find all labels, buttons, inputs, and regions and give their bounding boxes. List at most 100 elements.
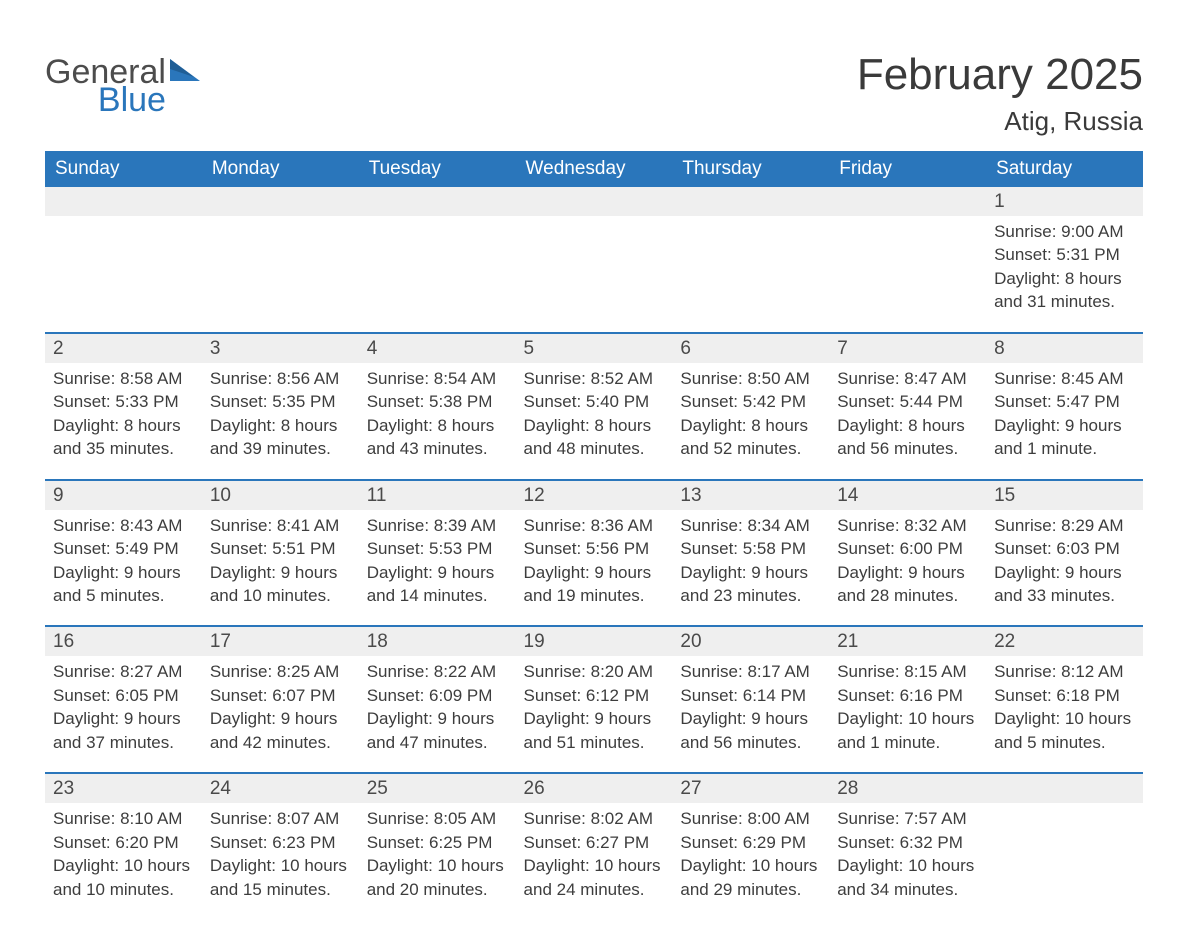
day-number: 5 [516,334,673,363]
logo-text: General Blue [45,55,166,117]
calendar-cell: 2Sunrise: 8:58 AMSunset: 5:33 PMDaylight… [45,333,202,480]
calendar-week: 1Sunrise: 9:00 AMSunset: 5:31 PMDaylight… [45,187,1143,333]
day-number: 12 [516,481,673,510]
calendar-cell: 28Sunrise: 7:57 AMSunset: 6:32 PMDayligh… [829,773,986,919]
calendar-cell: 5Sunrise: 8:52 AMSunset: 5:40 PMDaylight… [516,333,673,480]
daylight-line: Daylight: 9 hours and 37 minutes. [53,707,194,754]
weekday-header: Friday [829,151,986,187]
sunrise-line: Sunrise: 8:07 AM [210,807,351,830]
sunset-line: Sunset: 5:40 PM [524,390,665,413]
day-number [516,187,673,216]
day-number: 2 [45,334,202,363]
day-body: Sunrise: 8:10 AMSunset: 6:20 PMDaylight:… [45,803,202,919]
daylight-line: Daylight: 8 hours and 43 minutes. [367,414,508,461]
day-number: 3 [202,334,359,363]
calendar-cell: 9Sunrise: 8:43 AMSunset: 5:49 PMDaylight… [45,480,202,627]
day-number [986,774,1143,803]
daylight-line: Daylight: 8 hours and 52 minutes. [680,414,821,461]
calendar-cell: 26Sunrise: 8:02 AMSunset: 6:27 PMDayligh… [516,773,673,919]
daylight-line: Daylight: 9 hours and 42 minutes. [210,707,351,754]
sunset-line: Sunset: 5:35 PM [210,390,351,413]
sunrise-line: Sunrise: 8:54 AM [367,367,508,390]
sunrise-line: Sunrise: 9:00 AM [994,220,1135,243]
day-body: Sunrise: 8:52 AMSunset: 5:40 PMDaylight:… [516,363,673,479]
sunset-line: Sunset: 6:09 PM [367,684,508,707]
sunset-line: Sunset: 6:16 PM [837,684,978,707]
daylight-line: Daylight: 9 hours and 1 minute. [994,414,1135,461]
sunrise-line: Sunrise: 8:27 AM [53,660,194,683]
sunrise-line: Sunrise: 8:34 AM [680,514,821,537]
day-body: Sunrise: 7:57 AMSunset: 6:32 PMDaylight:… [829,803,986,919]
day-body: Sunrise: 8:12 AMSunset: 6:18 PMDaylight:… [986,656,1143,772]
sunrise-line: Sunrise: 8:22 AM [367,660,508,683]
day-number: 27 [672,774,829,803]
sunrise-line: Sunrise: 8:25 AM [210,660,351,683]
day-body: Sunrise: 9:00 AMSunset: 5:31 PMDaylight:… [986,216,1143,332]
sunrise-line: Sunrise: 8:36 AM [524,514,665,537]
calendar-cell: 13Sunrise: 8:34 AMSunset: 5:58 PMDayligh… [672,480,829,627]
calendar-week: 23Sunrise: 8:10 AMSunset: 6:20 PMDayligh… [45,773,1143,919]
sunset-line: Sunset: 5:47 PM [994,390,1135,413]
day-number [45,187,202,216]
sunset-line: Sunset: 5:58 PM [680,537,821,560]
sunrise-line: Sunrise: 8:41 AM [210,514,351,537]
sunrise-line: Sunrise: 8:15 AM [837,660,978,683]
day-number: 18 [359,627,516,656]
day-number: 22 [986,627,1143,656]
sunrise-line: Sunrise: 7:57 AM [837,807,978,830]
sunrise-line: Sunrise: 8:50 AM [680,367,821,390]
daylight-line: Daylight: 10 hours and 24 minutes. [524,854,665,901]
sunset-line: Sunset: 6:23 PM [210,831,351,854]
day-body [986,803,1143,903]
calendar-cell: 24Sunrise: 8:07 AMSunset: 6:23 PMDayligh… [202,773,359,919]
daylight-line: Daylight: 9 hours and 23 minutes. [680,561,821,608]
daylight-line: Daylight: 10 hours and 5 minutes. [994,707,1135,754]
sunset-line: Sunset: 6:18 PM [994,684,1135,707]
calendar-week: 9Sunrise: 8:43 AMSunset: 5:49 PMDaylight… [45,480,1143,627]
day-body: Sunrise: 8:47 AMSunset: 5:44 PMDaylight:… [829,363,986,479]
sunrise-line: Sunrise: 8:39 AM [367,514,508,537]
title-block: February 2025 Atig, Russia [857,30,1143,137]
day-body: Sunrise: 8:02 AMSunset: 6:27 PMDaylight:… [516,803,673,919]
calendar-cell: 18Sunrise: 8:22 AMSunset: 6:09 PMDayligh… [359,626,516,773]
calendar-cell [359,187,516,333]
calendar-cell: 10Sunrise: 8:41 AMSunset: 5:51 PMDayligh… [202,480,359,627]
day-body: Sunrise: 8:27 AMSunset: 6:05 PMDaylight:… [45,656,202,772]
daylight-line: Daylight: 8 hours and 39 minutes. [210,414,351,461]
sunset-line: Sunset: 6:29 PM [680,831,821,854]
sunset-line: Sunset: 6:27 PM [524,831,665,854]
sunrise-line: Sunrise: 8:58 AM [53,367,194,390]
daylight-line: Daylight: 9 hours and 56 minutes. [680,707,821,754]
day-body [45,216,202,316]
day-number: 7 [829,334,986,363]
day-number: 1 [986,187,1143,216]
day-number: 10 [202,481,359,510]
day-number: 26 [516,774,673,803]
day-number: 11 [359,481,516,510]
header: General Blue February 2025 Atig, Russia [45,30,1143,137]
calendar-table: SundayMondayTuesdayWednesdayThursdayFrid… [45,151,1143,919]
day-body: Sunrise: 8:22 AMSunset: 6:09 PMDaylight:… [359,656,516,772]
sunset-line: Sunset: 5:33 PM [53,390,194,413]
day-body: Sunrise: 8:36 AMSunset: 5:56 PMDaylight:… [516,510,673,626]
day-body: Sunrise: 8:41 AMSunset: 5:51 PMDaylight:… [202,510,359,626]
weekday-header: Saturday [986,151,1143,187]
location: Atig, Russia [857,106,1143,137]
day-body: Sunrise: 8:56 AMSunset: 5:35 PMDaylight:… [202,363,359,479]
daylight-line: Daylight: 9 hours and 14 minutes. [367,561,508,608]
weekday-header: Thursday [672,151,829,187]
sunset-line: Sunset: 5:38 PM [367,390,508,413]
day-body: Sunrise: 8:50 AMSunset: 5:42 PMDaylight:… [672,363,829,479]
day-number [829,187,986,216]
daylight-line: Daylight: 10 hours and 15 minutes. [210,854,351,901]
day-body: Sunrise: 8:29 AMSunset: 6:03 PMDaylight:… [986,510,1143,626]
calendar-cell: 6Sunrise: 8:50 AMSunset: 5:42 PMDaylight… [672,333,829,480]
day-number [672,187,829,216]
calendar-cell: 1Sunrise: 9:00 AMSunset: 5:31 PMDaylight… [986,187,1143,333]
calendar-cell: 8Sunrise: 8:45 AMSunset: 5:47 PMDaylight… [986,333,1143,480]
day-body [672,216,829,316]
sunrise-line: Sunrise: 8:20 AM [524,660,665,683]
calendar-cell: 22Sunrise: 8:12 AMSunset: 6:18 PMDayligh… [986,626,1143,773]
day-number: 23 [45,774,202,803]
day-body: Sunrise: 8:25 AMSunset: 6:07 PMDaylight:… [202,656,359,772]
